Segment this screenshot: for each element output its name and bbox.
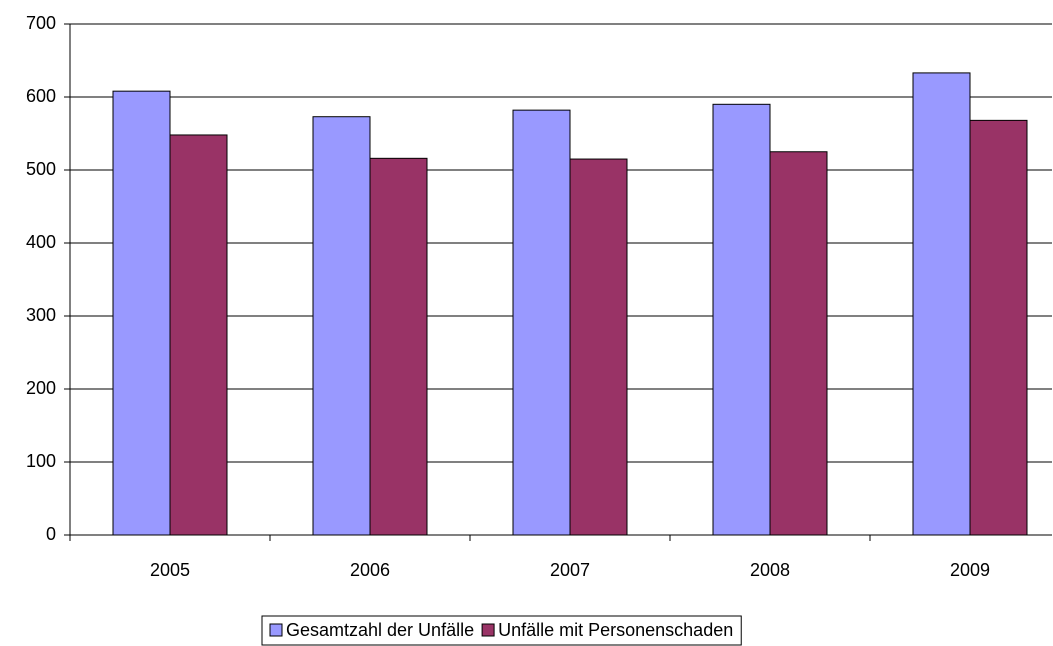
legend-label: Unfälle mit Personenschaden bbox=[498, 620, 733, 640]
y-tick-label: 700 bbox=[26, 13, 56, 33]
y-tick-label: 600 bbox=[26, 86, 56, 106]
bar bbox=[369, 157, 428, 536]
legend-swatch bbox=[269, 623, 283, 637]
x-tick-label: 2009 bbox=[950, 560, 990, 580]
y-tick-label: 200 bbox=[26, 378, 56, 398]
y-tick-label: 0 bbox=[46, 524, 56, 544]
x-tick-label: 2005 bbox=[150, 560, 190, 580]
y-tick-label: 300 bbox=[26, 305, 56, 325]
x-tick-label: 2006 bbox=[350, 560, 390, 580]
bar bbox=[969, 119, 1028, 536]
bar bbox=[112, 90, 171, 536]
x-tick-label: 2007 bbox=[550, 560, 590, 580]
y-tick-label: 500 bbox=[26, 159, 56, 179]
legend-swatch bbox=[481, 623, 495, 637]
bar bbox=[169, 134, 228, 536]
bar bbox=[769, 151, 828, 536]
bar bbox=[512, 109, 571, 536]
bar bbox=[912, 72, 971, 536]
bar bbox=[569, 158, 628, 536]
bar bbox=[712, 103, 771, 536]
bar bbox=[312, 116, 371, 536]
y-tick-label: 100 bbox=[26, 451, 56, 471]
x-tick-label: 2008 bbox=[750, 560, 790, 580]
legend-label: Gesamtzahl der Unfälle bbox=[286, 620, 474, 640]
y-tick-label: 400 bbox=[26, 232, 56, 252]
legend-box bbox=[261, 615, 742, 646]
